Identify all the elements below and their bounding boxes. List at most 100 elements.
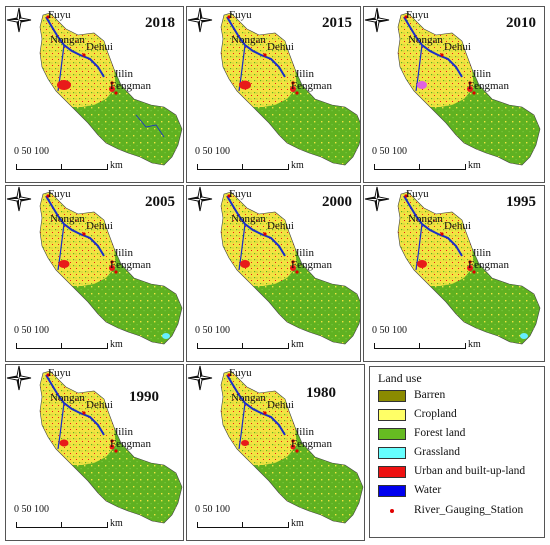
map-panel-1990: 1990 Fuyu Nongan Dehui Jilin Fengman 0 5… <box>5 364 184 541</box>
legend-item-station: River_Gauging_Station <box>378 504 543 520</box>
station-marker-icon <box>390 509 394 513</box>
label-fengman: Fengman <box>468 80 509 92</box>
north-arrow-icon <box>6 186 32 212</box>
label-dehui: Dehui <box>267 399 294 411</box>
label-fengman: Fengman <box>291 438 332 450</box>
north-arrow-icon <box>6 365 32 391</box>
label-nongan: Nongan <box>231 34 266 46</box>
map-year: 2005 <box>145 194 175 210</box>
label-dehui: Dehui <box>86 41 113 53</box>
north-arrow-icon <box>6 7 32 33</box>
legend-swatch <box>378 390 406 402</box>
label-nongan: Nongan <box>50 34 85 46</box>
label-nongan: Nongan <box>231 213 266 225</box>
map-year: 1980 <box>306 385 336 401</box>
label-fuyu: Fuyu <box>48 188 71 200</box>
legend-item-grassland: Grassland <box>378 446 543 462</box>
scale-bar: 0 50 100 km <box>195 325 304 350</box>
basin-map <box>220 191 360 345</box>
label-fuyu: Fuyu <box>229 367 252 379</box>
label-nongan: Nongan <box>231 392 266 404</box>
scale-bar: 0 50 100 km <box>372 325 481 350</box>
label-dehui: Dehui <box>86 399 113 411</box>
scale-bar: 0 50 100 km <box>195 146 304 171</box>
legend-item-barren: Barren <box>378 389 543 405</box>
legend-title: Land use <box>378 371 422 385</box>
label-fuyu: Fuyu <box>48 9 71 21</box>
legend-swatch <box>378 447 406 459</box>
map-panel-1980: 1980 Fuyu Nongan Dehui Jilin Fengman 0 5… <box>186 364 365 541</box>
station-marker <box>82 53 86 57</box>
label-jilin: Jilin <box>114 426 133 438</box>
label-jilin: Jilin <box>295 426 314 438</box>
label-dehui: Dehui <box>86 220 113 232</box>
scale-bar: 0 50 100 km <box>372 146 481 171</box>
label-fengman: Fengman <box>291 259 332 271</box>
map-year: 1995 <box>506 194 536 210</box>
label-nongan: Nongan <box>408 213 443 225</box>
map-panel-2005: 2005 Fuyu Nongan Dehui Jilin Fengman 0 5… <box>5 185 184 362</box>
label-fuyu: Fuyu <box>229 188 252 200</box>
legend-item-urban: Urban and built-up-land <box>378 465 543 481</box>
north-arrow-icon <box>364 7 390 33</box>
map-panel-2000: 2000 Fuyu Nongan Dehui Jilin Fengman 0 5… <box>186 185 361 362</box>
basin-map <box>397 12 541 166</box>
basin-map <box>39 12 183 166</box>
legend-item-forest-land: Forest land <box>378 427 543 443</box>
scale-bar: 0 50 100 km <box>14 325 123 350</box>
map-panel-2018: 2018 Fuyu Nongan Dehui Jilin Fengman 0 5… <box>5 6 184 183</box>
label-jilin: Jilin <box>295 68 314 80</box>
label-dehui: Dehui <box>444 220 471 232</box>
urban-area-changchun <box>57 80 71 90</box>
map-year: 2000 <box>322 194 352 210</box>
scale-bar: 0 50 100 km <box>14 504 123 529</box>
label-jilin: Jilin <box>114 247 133 259</box>
legend-swatch <box>378 466 406 478</box>
label-fuyu: Fuyu <box>406 9 429 21</box>
basin-map <box>39 370 183 524</box>
legend-item-cropland: Cropland <box>378 408 543 424</box>
label-fengman: Fengman <box>291 80 332 92</box>
label-fengman: Fengman <box>110 438 151 450</box>
legend-swatch <box>378 409 406 421</box>
station-marker <box>114 91 118 95</box>
label-dehui: Dehui <box>444 41 471 53</box>
label-fuyu: Fuyu <box>406 188 429 200</box>
label-fengman: Fengman <box>110 259 151 271</box>
label-jilin: Jilin <box>114 68 133 80</box>
label-jilin: Jilin <box>295 247 314 259</box>
station-marker <box>110 81 114 85</box>
label-nongan: Nongan <box>50 213 85 225</box>
basin-map <box>220 12 360 166</box>
label-fuyu: Fuyu <box>229 9 252 21</box>
label-fengman: Fengman <box>110 80 151 92</box>
basin-map <box>397 191 541 345</box>
north-arrow-icon <box>364 186 390 212</box>
legend-item-water: Water <box>378 484 543 500</box>
label-fengman: Fengman <box>468 259 509 271</box>
scale-bar: 0 50 100 km <box>195 504 304 529</box>
label-dehui: Dehui <box>267 41 294 53</box>
label-jilin: Jilin <box>472 247 491 259</box>
north-arrow-icon <box>187 7 213 33</box>
scale-bar: 0 50 100 km <box>14 146 123 171</box>
label-nongan: Nongan <box>50 392 85 404</box>
basin-map <box>39 191 183 345</box>
label-fuyu: Fuyu <box>48 367 71 379</box>
north-arrow-icon <box>187 365 213 391</box>
map-panel-2010: 2010 Fuyu Nongan Dehui Jilin Fengman 0 5… <box>363 6 545 183</box>
map-panel-1995: 1995 Fuyu Nongan Dehui Jilin Fengman 0 5… <box>363 185 545 362</box>
map-year: 1990 <box>129 389 159 405</box>
label-nongan: Nongan <box>408 34 443 46</box>
map-year: 2010 <box>506 15 536 31</box>
basin-map <box>220 370 364 524</box>
north-arrow-icon <box>187 186 213 212</box>
legend-swatch <box>378 428 406 440</box>
label-dehui: Dehui <box>267 220 294 232</box>
map-year: 2018 <box>145 15 175 31</box>
legend-swatch <box>378 485 406 497</box>
station-marker <box>46 15 50 19</box>
map-panel-2015: 2015 Fuyu Nongan Dehui Jilin Fengman 0 5… <box>186 6 361 183</box>
map-year: 2015 <box>322 15 352 31</box>
label-jilin: Jilin <box>472 68 491 80</box>
